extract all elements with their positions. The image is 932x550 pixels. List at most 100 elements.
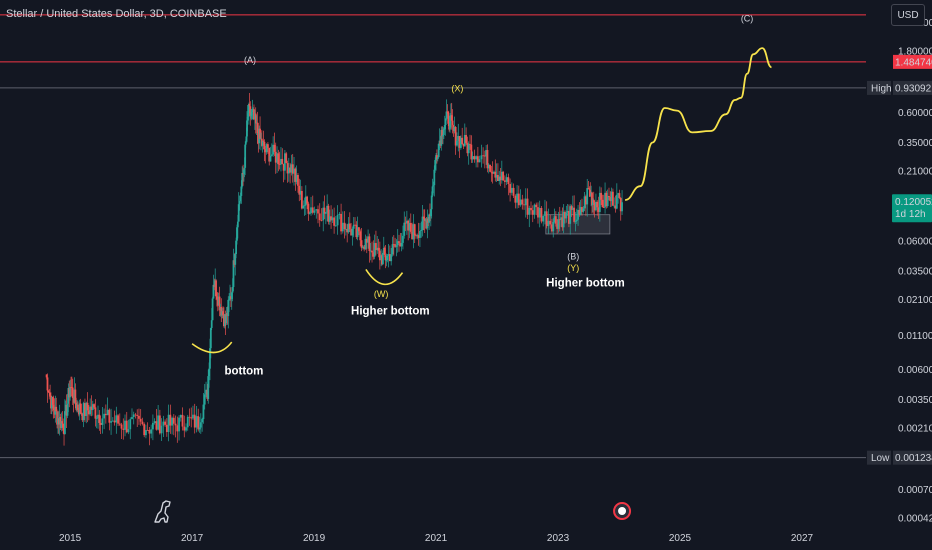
candle-body (307, 203, 310, 214)
candle-body (507, 177, 510, 185)
candle-body (343, 222, 346, 230)
candle-body (108, 409, 111, 423)
candle-body (330, 216, 332, 221)
candle-body (499, 176, 502, 181)
candle-body (411, 231, 413, 240)
candle-body (261, 140, 264, 146)
candle-body (167, 414, 170, 433)
y-axis[interactable]: 3.0000001.8000000.6000000.3500000.210000… (898, 18, 932, 524)
candle-body (125, 420, 128, 433)
candle-body (458, 136, 461, 148)
candle-body (551, 224, 553, 232)
candle-body (568, 210, 570, 224)
candle-body (94, 407, 97, 419)
candle-body (579, 207, 582, 215)
candle-body (459, 137, 462, 148)
candle-body (526, 198, 529, 215)
candle-body (509, 184, 512, 193)
candle-body (593, 202, 596, 211)
candle-body (433, 169, 436, 186)
candle-body (588, 188, 591, 190)
candle-body (428, 214, 430, 223)
candle-body (598, 192, 601, 212)
candle-body (250, 115, 252, 117)
candle-body (155, 421, 158, 430)
candle-body (248, 104, 250, 114)
currency-selector[interactable]: USD (891, 4, 925, 26)
candle-body (601, 199, 604, 208)
candle-body (61, 421, 64, 424)
candle-body (222, 311, 224, 316)
candle-body (595, 201, 597, 211)
candle-body (297, 174, 299, 186)
candle-body (440, 129, 443, 146)
hline-tag-text: Low (871, 453, 890, 464)
candle-body (49, 392, 51, 396)
candle-body (324, 212, 327, 214)
dino-logo-icon[interactable] (154, 500, 171, 523)
candle-body (318, 213, 321, 221)
candle-body (193, 414, 196, 428)
candle-body (201, 419, 204, 423)
candle-body (609, 197, 612, 202)
candle-body (228, 299, 231, 301)
candle-body (348, 223, 351, 230)
candle-body (209, 348, 211, 369)
candle-body (148, 430, 151, 434)
x-tick-label: 2025 (669, 533, 692, 544)
candle-body (304, 196, 307, 206)
candle-body (218, 296, 221, 311)
annotation-1: (X) (451, 84, 463, 94)
candle-body (483, 155, 486, 157)
hline-label-text: 0.001234 (895, 453, 932, 464)
hline-label-bg (893, 80, 932, 95)
candle-body (494, 171, 497, 178)
candle-body (186, 416, 189, 428)
candle-body (521, 199, 524, 205)
candle-body (256, 122, 259, 134)
candle-body (110, 421, 112, 423)
candle-body (216, 296, 218, 300)
candle-body (582, 208, 585, 212)
candle-body (553, 216, 556, 223)
annotation-8: Higher bottom (546, 278, 625, 290)
candle-body (372, 252, 375, 257)
tradingview-logo[interactable] (154, 500, 171, 523)
candle-body (384, 254, 387, 261)
candle-body (239, 195, 242, 202)
candle-body (322, 207, 325, 221)
candle-body (516, 193, 518, 203)
candle-body (556, 223, 559, 229)
candle-body (545, 211, 548, 227)
candle-body (351, 228, 354, 236)
candle-body (60, 421, 63, 429)
candle-body (400, 242, 403, 247)
candle-body (106, 409, 109, 416)
x-tick-label: 2023 (547, 533, 570, 544)
candle-body (317, 209, 319, 214)
candle-body (247, 113, 250, 117)
candle-body (188, 416, 191, 418)
candle-body (334, 225, 337, 227)
x-tick-label: 2015 (59, 533, 82, 544)
candle-body (445, 111, 448, 119)
candle-body (383, 247, 386, 255)
x-axis[interactable]: 2015 2017 2019 2021 2023 2025 2027 (59, 533, 814, 544)
candle-body (244, 141, 247, 145)
candle-body (497, 174, 499, 182)
candle-body (210, 320, 213, 329)
candle-body (250, 111, 253, 116)
candle-body (421, 216, 424, 231)
candle-body (290, 164, 293, 173)
candle-body (581, 207, 583, 212)
candle-body (528, 207, 531, 215)
candle-body (45, 374, 48, 378)
candle-body (591, 192, 593, 205)
candle-body (412, 224, 415, 240)
candle-body (315, 209, 318, 211)
candle-body (183, 426, 186, 431)
event-marker-layer[interactable] (613, 502, 632, 520)
